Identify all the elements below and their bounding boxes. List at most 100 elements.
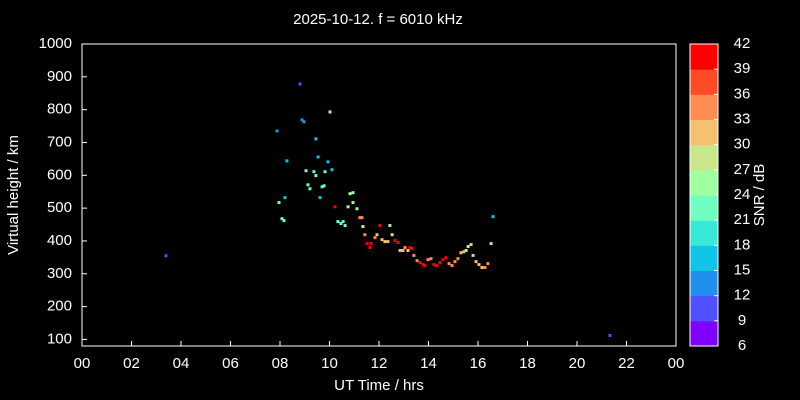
point	[341, 220, 345, 224]
colorbar-tick-label: 21	[734, 211, 751, 228]
colorbar-tick-label: 12	[734, 287, 751, 304]
point	[343, 224, 347, 228]
point	[608, 333, 612, 337]
x-tick-label: 00	[74, 355, 91, 372]
colorbar-tick-label: 18	[734, 236, 751, 253]
point	[435, 264, 439, 268]
point	[304, 169, 308, 173]
colorbar-band	[690, 144, 718, 171]
point	[336, 220, 340, 224]
y-axis-label: Virtual height / km	[5, 135, 22, 255]
point	[326, 160, 330, 164]
point	[312, 170, 316, 174]
point	[316, 155, 320, 159]
colorbar-tick-label: 24	[734, 186, 751, 203]
colorbar-label: SNR / dB	[751, 164, 768, 227]
point	[351, 201, 355, 205]
y-tick-label: 900	[47, 68, 72, 85]
x-tick-label: 04	[173, 355, 190, 372]
colorbar-band	[690, 245, 718, 271]
y-tick-label: 500	[47, 199, 72, 216]
point	[418, 261, 422, 265]
point	[426, 258, 430, 262]
point	[429, 257, 433, 261]
point	[483, 266, 487, 270]
colorbar-tick-label: 6	[738, 337, 746, 354]
point	[285, 159, 289, 163]
point	[388, 224, 392, 228]
point	[401, 248, 405, 252]
point	[360, 216, 364, 220]
point	[456, 257, 460, 261]
colorbar-band	[690, 270, 718, 297]
colorbar-tick-label: 9	[738, 312, 746, 329]
x-tick-label: 16	[470, 355, 487, 372]
point	[318, 196, 322, 200]
point	[412, 253, 416, 257]
point	[282, 219, 286, 223]
point	[283, 196, 287, 200]
point	[477, 263, 481, 267]
point	[328, 110, 332, 114]
colorbar-band	[690, 320, 718, 347]
x-tick-label: 00	[668, 355, 685, 372]
point	[486, 262, 490, 266]
point	[383, 240, 387, 244]
colorbar-band	[690, 295, 718, 322]
point	[393, 239, 397, 243]
point	[333, 205, 337, 209]
point	[368, 246, 372, 250]
x-tick-label: 08	[272, 355, 289, 372]
colorbar-band	[690, 94, 718, 120]
y-tick-label: 1000	[39, 35, 72, 52]
point	[351, 191, 355, 195]
point	[346, 205, 350, 209]
point	[365, 242, 369, 246]
colorbar-tick-label: 27	[734, 161, 751, 178]
point	[450, 264, 454, 268]
point	[390, 233, 394, 237]
y-tick-label: 400	[47, 232, 72, 249]
point	[280, 217, 284, 221]
x-tick-label: 02	[123, 355, 140, 372]
point	[403, 246, 407, 250]
y-tick-label: 700	[47, 133, 72, 150]
point	[348, 192, 352, 196]
point	[320, 185, 324, 189]
point	[480, 266, 484, 270]
point	[410, 247, 414, 251]
point	[375, 233, 379, 237]
point	[459, 251, 463, 255]
point	[363, 233, 367, 237]
point	[308, 187, 312, 191]
point	[423, 264, 427, 268]
colorbar-band	[690, 220, 718, 246]
x-tick-label: 14	[420, 355, 437, 372]
point	[406, 248, 410, 252]
point	[398, 248, 402, 252]
y-tick-label: 200	[47, 298, 72, 315]
point	[380, 238, 384, 242]
point	[408, 246, 412, 250]
point	[314, 137, 318, 141]
colorbar-band	[690, 119, 718, 146]
point	[444, 256, 448, 260]
x-tick-label: 12	[371, 355, 388, 372]
point	[322, 184, 326, 188]
x-tick-label: 22	[618, 355, 635, 372]
point	[300, 118, 304, 122]
x-tick-label: 06	[222, 355, 239, 372]
point	[339, 222, 343, 226]
y-tick-label: 100	[47, 330, 72, 347]
point	[438, 261, 442, 265]
point	[373, 236, 377, 240]
y-tick-label: 300	[47, 265, 72, 282]
colorbar-tick-label: 39	[734, 60, 751, 77]
colorbar-tick-label: 30	[734, 136, 751, 153]
point	[369, 242, 373, 246]
point	[164, 254, 168, 258]
point	[330, 168, 334, 172]
point	[386, 240, 390, 244]
